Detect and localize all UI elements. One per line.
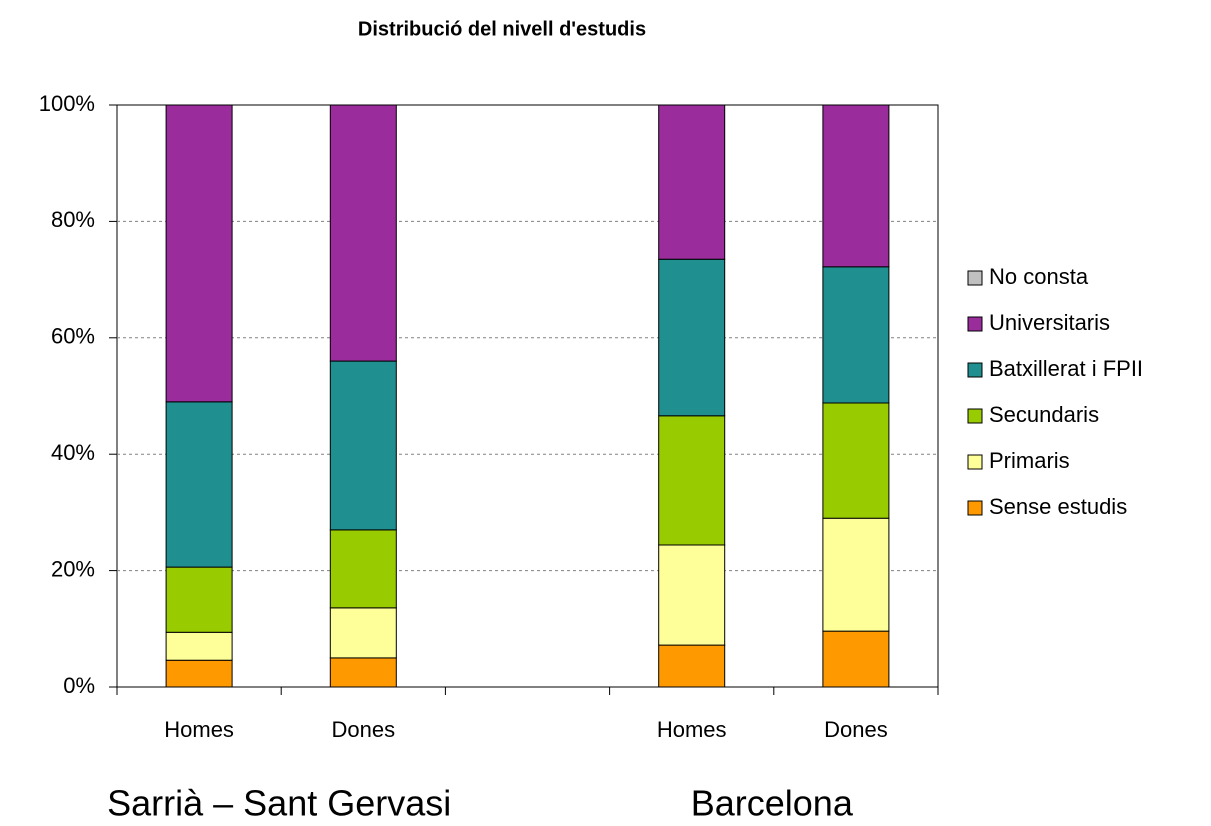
y-tick-label: 100% <box>39 91 95 116</box>
bar-segment <box>329 607 397 659</box>
bar-segment <box>329 360 397 531</box>
legend-swatch <box>967 454 983 470</box>
legend-swatch <box>967 408 983 424</box>
x-tick-label: Dones <box>332 717 396 742</box>
legend-label: Secundaris <box>989 402 1099 427</box>
y-tick-label: 80% <box>51 207 95 232</box>
legend-swatch <box>967 500 983 516</box>
bar-segment <box>165 659 233 688</box>
y-tick-label: 40% <box>51 440 95 465</box>
y-tick-label: 0% <box>63 673 95 698</box>
bar-segment <box>165 104 233 403</box>
x-tick-label: Dones <box>824 717 888 742</box>
bar-segment <box>822 630 890 688</box>
legend-swatch <box>967 316 983 332</box>
chart-title: Distribució del nivell d'estudis <box>358 18 646 40</box>
bar-segment <box>658 258 726 417</box>
bar-segment <box>329 104 397 362</box>
legend-label: Sense estudis <box>989 494 1127 519</box>
legend-swatch <box>967 362 983 378</box>
bar-segment <box>822 517 890 632</box>
legend-label: Primaris <box>989 448 1070 473</box>
bar-segment <box>658 415 726 546</box>
legend-swatch <box>967 270 983 286</box>
group-label: Sarrià – Sant Gervasi <box>107 783 451 824</box>
group-label: Barcelona <box>691 783 854 824</box>
legend-label: Batxillerat i FPII <box>989 356 1143 381</box>
bar-segment <box>329 529 397 609</box>
bar-segment <box>822 402 890 519</box>
bar-segment <box>329 657 397 688</box>
bar-segment <box>165 631 233 661</box>
legend-label: No consta <box>989 264 1089 289</box>
bar-segment <box>822 104 890 268</box>
bar-segment <box>658 644 726 688</box>
x-tick-label: Homes <box>164 717 234 742</box>
bar-segment <box>165 566 233 633</box>
bar-segment <box>658 544 726 646</box>
bar-segment <box>822 266 890 404</box>
plot-area <box>116 104 939 688</box>
bar-segment <box>165 401 233 568</box>
x-tick-label: Homes <box>657 717 727 742</box>
legend-label: Universitaris <box>989 310 1110 335</box>
y-tick-label: 20% <box>51 556 95 581</box>
bar-segment <box>658 104 726 260</box>
y-tick-label: 60% <box>51 324 95 349</box>
